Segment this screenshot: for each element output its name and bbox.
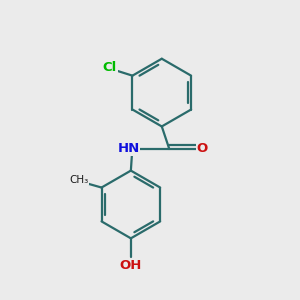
Text: OH: OH (120, 259, 142, 272)
Text: Cl: Cl (103, 61, 117, 74)
Text: CH₃: CH₃ (69, 175, 88, 185)
Text: O: O (196, 142, 208, 155)
Text: HN: HN (117, 142, 140, 155)
